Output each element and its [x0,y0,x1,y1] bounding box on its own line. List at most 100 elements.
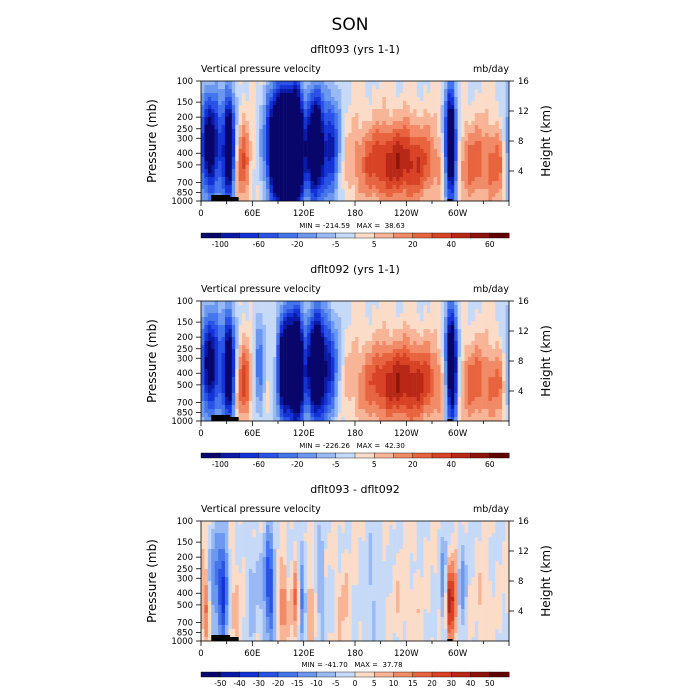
field-cell [296,109,301,114]
field-cell [327,173,332,178]
field-cell [375,197,380,202]
field-cell [303,301,308,306]
field-cell [378,329,383,334]
field-cell [303,325,308,330]
field-cell [269,393,274,398]
field-cell [416,357,421,362]
field-cell [207,181,212,186]
field-cell [337,413,342,418]
field-cell [420,85,424,90]
field-cell [279,305,284,310]
field-cell [300,413,304,418]
field-cell [269,117,274,122]
field-cell [255,125,260,130]
field-cell [300,93,304,98]
field-cell [409,189,414,194]
field-cell [279,417,284,422]
field-cell [317,165,322,170]
field-cell [372,153,376,158]
field-cell [430,349,434,354]
field-cell [409,305,414,310]
field-cell [467,125,472,130]
field-cell [365,373,369,378]
field-cell [368,121,373,126]
field-cell [358,157,363,162]
field-cell [420,373,424,378]
field-cell [324,357,328,362]
field-cell [389,401,393,406]
field-cell [498,161,503,166]
field-cell [289,177,294,182]
field-cell [228,161,233,166]
field-cell [286,161,291,166]
field-cell [266,353,270,358]
field-cell [218,85,222,90]
field-cell [317,81,322,86]
field-cell [495,85,499,90]
field-cell [276,125,280,130]
field-cell [420,101,424,106]
field-cell [355,417,359,422]
y-tick-label: 850 [177,189,193,199]
field-cell [461,97,465,102]
field-cell [351,93,356,98]
field-cell [464,181,469,186]
field-cell [423,161,428,166]
field-cell [293,177,298,182]
field-cell [320,337,325,342]
field-cell [303,89,308,94]
field-cell [235,393,239,398]
field-cell [214,393,219,398]
field-cell [433,401,438,406]
field-cell [416,109,421,114]
field-cell [402,397,407,402]
field-cell [420,417,424,422]
field-cell [327,369,332,374]
field-cell [365,89,369,94]
field-cell [279,337,284,342]
field-cell [502,125,506,130]
field-cell [365,133,369,138]
field-cell [259,113,263,118]
field-cell [327,385,332,390]
field-cell [396,193,400,198]
field-cell [426,89,431,94]
field-cell [320,357,325,362]
field-cell [248,125,253,130]
field-cell [201,353,205,358]
field-cell [238,169,243,174]
field-cell [396,361,400,366]
field-cell [378,321,383,326]
field-cell [361,157,366,162]
field-cell [355,409,359,414]
field-cell [505,129,510,134]
field-cell [242,321,246,326]
field-cell [406,381,410,386]
field-cell [255,117,260,122]
field-cell [218,309,222,314]
field-cell [498,137,503,142]
field-cell [399,181,404,186]
field-cell [341,145,345,150]
field-cell [266,317,270,322]
field-cell [204,349,209,354]
field-cell [211,301,215,306]
field-cell [272,89,277,94]
field-cell [461,193,465,198]
field-cell [413,137,417,142]
field-cell [488,157,493,162]
field-cell [491,177,496,182]
field-cell [286,357,291,362]
field-cell [300,301,304,306]
field-cell [378,93,383,98]
field-cell [224,389,229,394]
field-cell [450,161,455,166]
field-cell [454,109,458,114]
field-cell [437,393,441,398]
field-cell [207,121,212,126]
field-cell [344,413,349,418]
field-cell [443,345,448,350]
field-cell [355,361,359,366]
field-cell [207,149,212,154]
field-cell [409,141,414,146]
